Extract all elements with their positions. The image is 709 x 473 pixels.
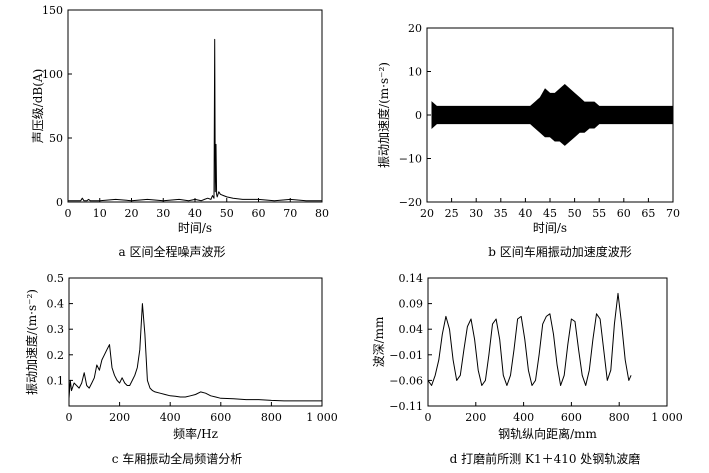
y-tick-label: 0.4 [47,298,65,311]
x-tick-label: 55 [592,207,606,220]
x-tick-label: 200 [465,411,486,424]
y-tick-label: −0.11 [389,400,423,413]
x-tick-label: 400 [513,411,534,424]
x-tick-label: 0 [66,411,73,424]
x-tick-label: 30 [469,207,483,220]
x-tick-label: 0 [425,411,432,424]
x-tick-label: 50 [220,207,234,220]
x-tick-label: 40 [188,207,202,220]
y-tick-label: 0.1 [47,374,65,387]
plot-frame [427,277,668,407]
y-tick-label: 100 [42,68,63,81]
y-axis-label: 振动加速度/(m·s⁻²) [24,289,39,395]
panel-caption: c 车厢振动全局频谱分析 [112,451,243,466]
y-tick-label: −0.06 [389,374,423,387]
x-tick-label: 0 [65,207,72,220]
x-tick-label: 25 [445,207,459,220]
series-line [428,292,632,386]
x-tick-label: 1 000 [306,411,338,424]
panel-c: 0 200 400 600 800 1 000 0.1 0.2 0.3 0.4 0.5 频率/Hz 振动… [24,272,338,466]
y-tick-label: 10 [408,66,422,79]
x-tick-label: 80 [315,207,329,220]
x-tick-label: 60 [617,207,631,220]
x-axis-label: 时间/s [533,221,567,235]
x-tick-label: 800 [609,411,630,424]
series-line [68,38,322,202]
x-tick-label: 600 [210,411,231,424]
x-tick-label: 400 [160,411,181,424]
x-tick-label: 800 [261,411,282,424]
y-axis-label: 波深/mm [372,316,386,367]
panel-b: 20 25 30 35 40 45 50 55 60 65 70 −20 −10 0 10 20 时间/s 振动加… [376,22,680,259]
panel-caption: a 区间全程噪声波形 [119,244,226,259]
y-tick-label: −0.01 [389,349,423,362]
x-tick-label: 45 [543,207,557,220]
x-tick-label: 65 [641,207,655,220]
x-tick-label: 60 [252,207,266,220]
y-tick-label: 20 [408,22,422,35]
x-axis-label: 时间/s [178,221,212,235]
y-tick-label: 0.14 [399,272,424,285]
x-tick-label: 10 [93,207,107,220]
x-tick-label: 35 [494,207,508,220]
y-tick-label: −10 [399,153,422,166]
y-tick-label: −20 [399,196,422,209]
y-tick-label: 0.09 [399,298,424,311]
y-tick-label: 0.04 [399,323,424,336]
plot-frame [68,277,323,407]
x-tick-label: 20 [420,207,434,220]
x-tick-label: 200 [109,411,130,424]
x-tick-label: 40 [518,207,532,220]
y-tick-label: 50 [49,132,63,145]
y-tick-label: 0.2 [47,349,65,362]
x-tick-label: 600 [561,411,582,424]
y-tick-label: 0 [415,109,422,122]
x-tick-label: 50 [568,207,582,220]
series-line [69,303,322,402]
plot-frame [67,9,323,203]
y-tick-label: 150 [42,4,63,17]
series-line [431,85,672,146]
panel-caption: b 区间车厢振动加速度波形 [488,244,632,259]
y-tick-label: 0.5 [47,272,65,285]
panel-a: 0 10 20 30 40 50 60 70 80 0 50 100 150 时间/s 声压级/dB(A) a… [31,4,329,259]
panel-d: 0 200 400 600 800 1 000 −0.11 −0.06 −0.01 0.04 0.0… [372,272,683,466]
x-tick-label: 30 [156,207,170,220]
x-axis-label: 频率/Hz [173,426,218,441]
y-axis-label: 声压级/dB(A) [31,69,45,144]
y-axis-label: 振动加速度/(m·s⁻²) [376,62,391,168]
x-tick-label: 70 [666,207,680,220]
x-axis-label: 钢轨纵向距离/mm [498,426,597,441]
y-tick-label: 0.3 [47,323,65,336]
panel-caption: d 打磨前所测 K1＋410 处钢轨波磨 [450,451,641,466]
x-tick-label: 70 [283,207,297,220]
y-tick-label: 0 [56,196,63,209]
x-tick-label: 20 [125,207,139,220]
x-tick-label: 1 000 [651,411,683,424]
